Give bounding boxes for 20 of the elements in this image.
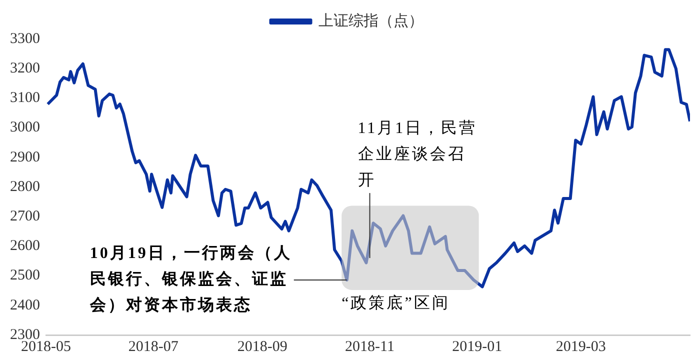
legend-label: 上证综指（点） bbox=[318, 12, 424, 30]
x-tick-label: 2019-03 bbox=[556, 338, 606, 355]
x-tick-label: 2019-01 bbox=[452, 338, 502, 355]
annotation: 11月1日，民营企业座谈会召开 bbox=[358, 119, 478, 190]
y-tick-label: 3000 bbox=[10, 120, 40, 136]
x-tick-label: 2018-09 bbox=[237, 338, 288, 355]
y-tick-label: 2700 bbox=[10, 208, 40, 225]
y-tick-label: 3200 bbox=[10, 60, 40, 77]
x-tick-label: 2018-05 bbox=[21, 338, 71, 355]
y-tick-label: 3300 bbox=[10, 30, 40, 47]
y-tick-label: 2400 bbox=[10, 297, 40, 314]
x-tick-label: 2018-07 bbox=[128, 338, 179, 355]
y-tick-label: 2500 bbox=[10, 268, 40, 284]
annotation: 10月19日，一行两会（人民银行、银保监会、证监会）对资本市场表态 bbox=[88, 244, 292, 314]
band-label: “政策底”区间 bbox=[342, 294, 450, 312]
y-tick-label: 3100 bbox=[10, 90, 40, 106]
y-tick-label: 2900 bbox=[10, 149, 40, 166]
y-tick-label: 2600 bbox=[10, 238, 40, 254]
x-tick-label: 2018-11 bbox=[345, 338, 394, 355]
y-tick-label: 2800 bbox=[10, 178, 40, 195]
